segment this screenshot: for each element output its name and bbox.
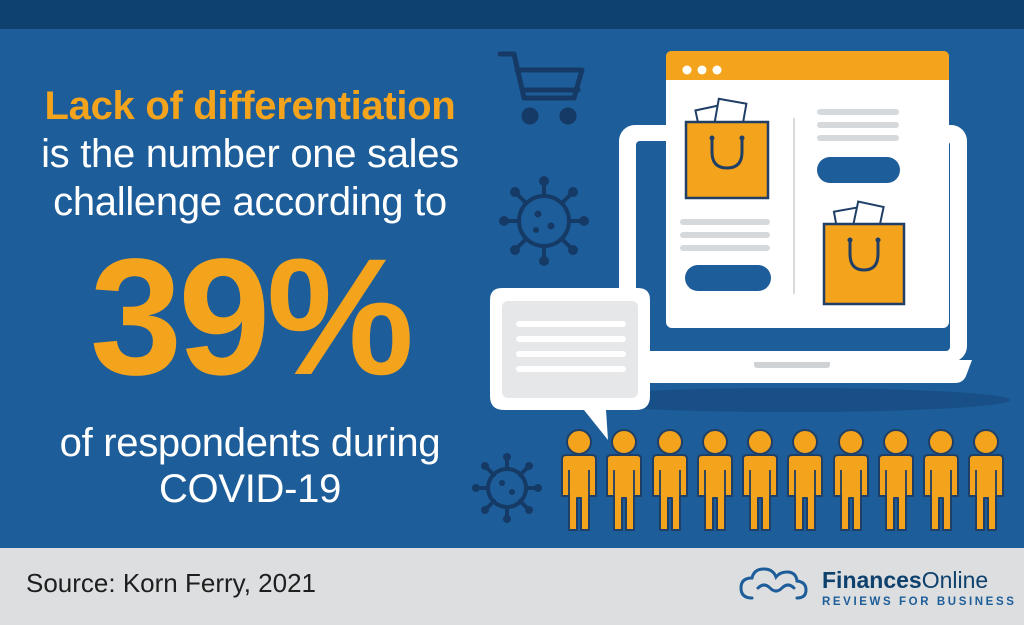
person-icon [968,429,1004,531]
person-icon [697,429,733,531]
headline-line-6: COVID-19 [158,467,342,511]
cloud-logo-icon [739,567,808,600]
stat-percentage: 39% [89,225,414,410]
virus-icon [499,176,589,266]
brand-name-thin: Online [921,567,989,593]
person-icon [878,429,914,531]
headline-line-2: is the number one sales [41,132,459,176]
shopping-cart-icon [497,51,585,125]
virus-icon [472,453,542,523]
person-icon [787,429,823,531]
shopping-bag-icon [822,200,906,306]
footer-band [0,548,1024,625]
person-icon [606,429,642,531]
person-icon [742,429,778,531]
shopping-bag-icon [684,97,770,200]
people-row [561,429,1004,531]
brand-name-bold: Finances [822,567,922,593]
top-band [0,0,1024,29]
chat-bubble-icon [490,288,650,440]
brand-tagline: REVIEWS FOR BUSINESS [822,596,1017,608]
headline-line-3: challenge according to [53,180,447,224]
brand-name: FinancesOnline [822,567,988,593]
person-icon [833,429,869,531]
person-icon [923,429,959,531]
headline-line-5: of respondents during [59,421,441,465]
person-icon [561,429,597,531]
person-icon [652,429,688,531]
source-citation: Source: Korn Ferry, 2021 [26,568,316,598]
headline-accent: Lack of differentiation [44,84,456,128]
